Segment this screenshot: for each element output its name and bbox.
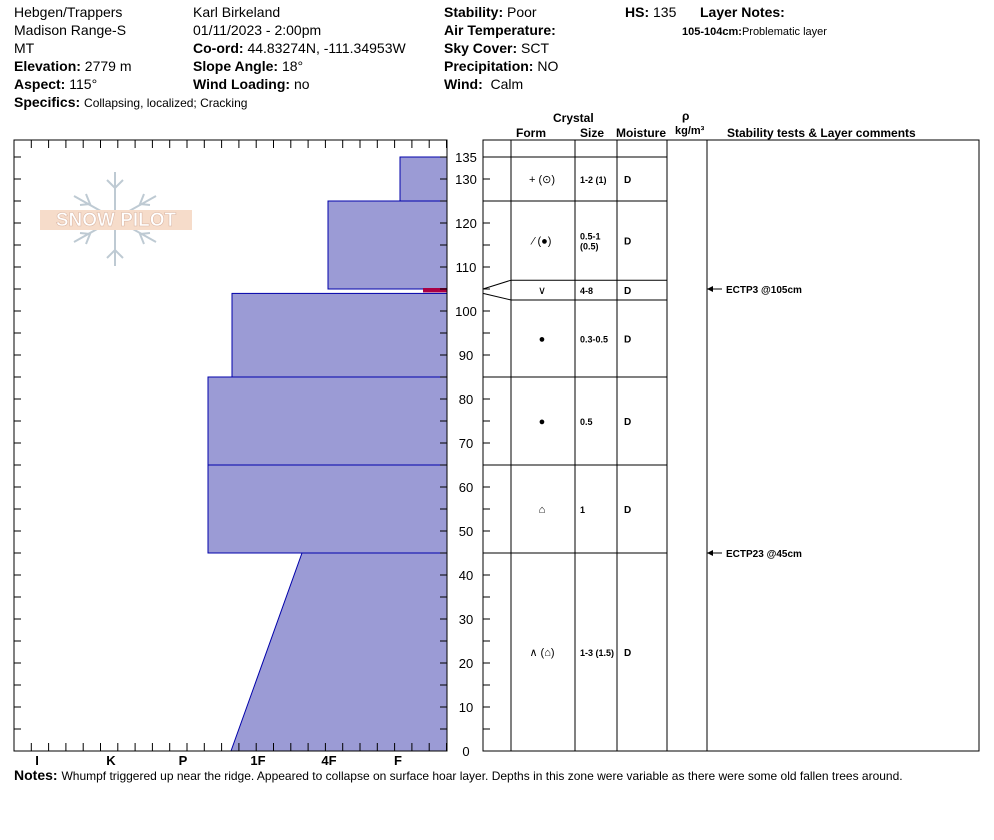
- crystal-table-frame: [482, 139, 980, 752]
- grain-form-symbol: ∧ (⌂): [529, 647, 554, 659]
- layer-connector: [482, 292, 512, 301]
- stability-test-label: ECTP23 @45cm: [726, 549, 802, 560]
- notes: Notes: Whumpf triggered up near the ridg…: [14, 767, 903, 783]
- hardness-bar: [207, 376, 448, 466]
- precipitation: Precipitation: NO: [444, 58, 559, 74]
- depth-axis-label: 100: [455, 304, 477, 319]
- coordinates: Co-ord: 44.83274N, -111.34953W: [193, 40, 406, 56]
- layer-connector: [482, 279, 512, 290]
- grain-form-symbol: ●: [539, 416, 546, 428]
- aspect: Aspect: 115°: [14, 76, 98, 92]
- datetime: 01/11/2023 - 2:00pm: [193, 22, 322, 38]
- snowpilot-logo: SNOW PILOT: [40, 172, 192, 266]
- wind-loading: Wind Loading: no: [193, 76, 310, 92]
- grain-size: 0.5-1: [580, 232, 601, 242]
- grain-size: 1-3 (1.5): [580, 648, 614, 658]
- header-crystal: Crystal: [553, 111, 594, 125]
- location: Hebgen/Trappers: [14, 4, 123, 20]
- elevation: Elevation: 2779 m: [14, 58, 132, 74]
- logo-text: SNOW PILOT: [56, 210, 177, 231]
- depth-axis-label: 20: [459, 656, 473, 671]
- hardness-axis-label: 1F: [250, 753, 265, 768]
- hardness-axis-label: 4F: [321, 753, 336, 768]
- moisture-value: D: [624, 237, 631, 248]
- hardness-bar: [327, 200, 448, 290]
- hardness-axis-label: I: [35, 753, 39, 768]
- moisture-value: D: [624, 175, 631, 186]
- depth-axis-label: 130: [455, 172, 477, 187]
- moisture-value: D: [624, 505, 631, 516]
- state: MT: [14, 40, 35, 56]
- grain-size: 1-2 (1): [580, 175, 607, 185]
- stability-test-arrowhead: [707, 550, 713, 556]
- hardness-axis-label: K: [106, 753, 116, 768]
- depth-axis-label: 0: [462, 744, 469, 759]
- hardness-bar: [230, 552, 448, 752]
- grain-form-symbol: + (⊙): [529, 174, 555, 186]
- moisture-value: D: [624, 286, 631, 297]
- layer-note: 105-104cm:Problematic layer: [682, 26, 827, 38]
- depth-axis-label: 30: [459, 612, 473, 627]
- moisture-value: D: [624, 417, 631, 428]
- hardness-plot-frame: [13, 139, 448, 752]
- hardness-axis-label: P: [179, 753, 188, 768]
- air-temperature: Air Temperature:: [444, 22, 556, 38]
- stability: Stability: Poor: [444, 4, 537, 20]
- observer: Karl Birkeland: [193, 4, 281, 20]
- depth-axis-label: 80: [459, 392, 473, 407]
- grain-size: 0.5: [580, 417, 593, 427]
- header-form: Form: [516, 126, 546, 140]
- layer-notes-title: Layer Notes:: [700, 4, 785, 20]
- moisture-value: D: [624, 335, 631, 346]
- depth-axis-label: 135: [455, 150, 477, 165]
- depth-axis-label: 60: [459, 480, 473, 495]
- grain-size-average: (0.5): [580, 242, 599, 252]
- hardness-axis-label: F: [394, 753, 402, 768]
- header-size: Size: [580, 126, 605, 140]
- grain-form-symbol: ∨: [538, 285, 546, 297]
- grain-form-symbol: ●: [539, 334, 546, 346]
- depth-axis-label: 110: [456, 260, 477, 275]
- depth-axis-label: 10: [459, 700, 473, 715]
- grain-size: 0.3-0.5: [580, 335, 608, 345]
- moisture-value: D: [624, 648, 631, 659]
- depth-axis-label: 120: [455, 216, 477, 231]
- stability-test-arrowhead: [707, 286, 713, 292]
- grain-size: 1: [580, 505, 585, 515]
- header-stability-comments: Stability tests & Layer comments: [727, 126, 916, 140]
- slope-angle: Slope Angle: 18°: [193, 58, 304, 74]
- depth-axis-label: 70: [459, 436, 473, 451]
- hardness-bar: [207, 464, 448, 554]
- header-rho: ρ: [682, 109, 690, 123]
- stability-test-label: ECTP3 @105cm: [726, 285, 802, 296]
- hardness-bar: [399, 156, 448, 202]
- grain-form-symbol: ⁄ (●): [530, 236, 552, 248]
- range: Madison Range-S: [14, 22, 127, 38]
- depth-axis-label: 50: [459, 524, 473, 539]
- header-moisture: Moisture: [616, 126, 667, 140]
- header-density-unit: kg/m³: [675, 125, 705, 137]
- hardness-bar: [231, 292, 448, 378]
- grain-size: 4-8: [580, 286, 593, 296]
- depth-axis-label: 40: [459, 568, 473, 583]
- specifics: Specifics: Collapsing, localized; Cracki…: [14, 94, 248, 110]
- wind: Wind: Calm: [444, 76, 524, 92]
- grain-form-symbol: ⌂: [539, 504, 546, 516]
- snow-height: HS: 135: [625, 4, 677, 20]
- sky-cover: Sky Cover: SCT: [444, 40, 550, 56]
- depth-axis-label: 90: [459, 348, 473, 363]
- problem-layer-marker: [423, 288, 447, 293]
